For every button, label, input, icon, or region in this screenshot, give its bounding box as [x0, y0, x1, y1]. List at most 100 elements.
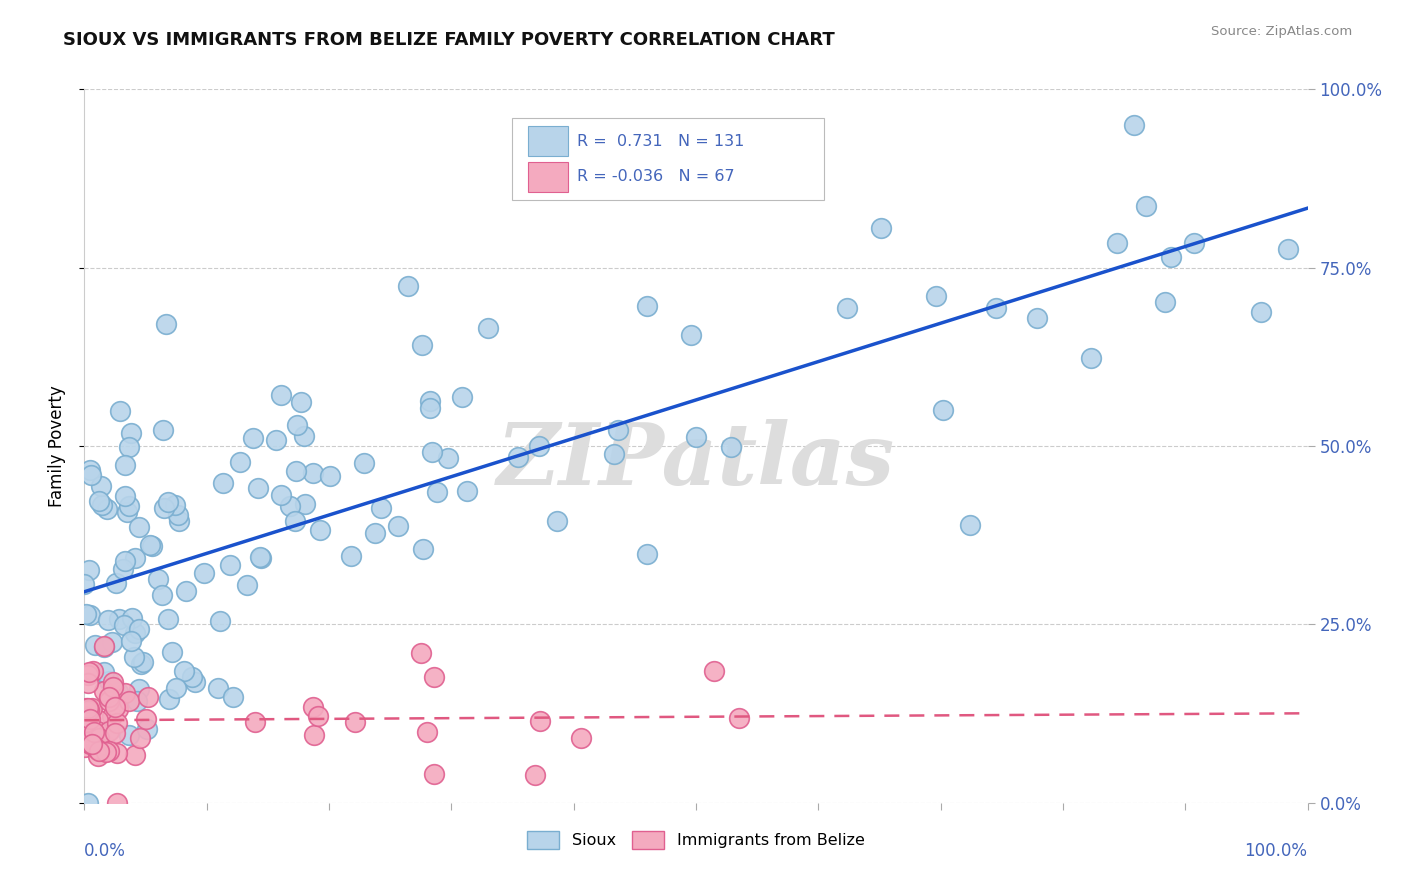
Point: [80, 701, 103, 715]
Point: [86, 724, 108, 739]
Point: [117, 728, 139, 742]
Point: [284, 514, 307, 528]
Point: [529, 714, 551, 728]
Point: [121, 611, 143, 625]
Point: [87, 494, 110, 508]
Point: [135, 723, 157, 737]
Point: [76, 676, 98, 690]
Text: R =  0.731   N = 131: R = 0.731 N = 131: [578, 134, 745, 149]
Point: [79, 463, 101, 477]
Point: [294, 429, 316, 443]
Point: [148, 572, 170, 586]
Point: [529, 439, 551, 453]
Point: [93, 639, 115, 653]
Point: [420, 445, 443, 459]
Point: [174, 584, 197, 599]
Point: [869, 221, 891, 235]
Point: [105, 746, 128, 760]
Point: [94, 739, 117, 753]
Point: [75, 714, 97, 729]
Point: [128, 682, 150, 697]
Point: [100, 709, 122, 723]
Point: [679, 327, 702, 342]
Point: [247, 481, 270, 495]
Point: [153, 501, 176, 516]
Point: [125, 694, 148, 708]
Point: [343, 715, 366, 730]
Point: [79, 703, 101, 717]
Point: [242, 431, 264, 445]
Point: [86, 742, 108, 756]
Point: [370, 500, 392, 515]
Point: [278, 499, 301, 513]
Point: [1107, 236, 1129, 251]
Point: [606, 423, 628, 437]
Point: [412, 542, 434, 557]
Point: [165, 498, 187, 512]
Point: [411, 338, 433, 352]
Point: [451, 391, 474, 405]
Point: [249, 550, 271, 565]
Point: [120, 425, 142, 440]
Point: [79, 608, 101, 623]
Point: [90, 479, 112, 493]
Point: [1135, 199, 1157, 213]
Point: [79, 738, 101, 752]
Point: [79, 563, 101, 577]
Point: [132, 655, 155, 669]
Point: [124, 748, 146, 763]
Point: [184, 675, 207, 690]
Point: [301, 467, 323, 481]
Point: [114, 458, 136, 472]
Point: [546, 515, 568, 529]
Point: [79, 665, 101, 680]
Point: [107, 611, 129, 625]
Point: [129, 657, 152, 672]
Point: [104, 726, 127, 740]
Point: [91, 498, 114, 512]
Point: [294, 497, 316, 511]
Legend: Sioux, Immigrants from Belize: Sioux, Immigrants from Belize: [520, 824, 872, 855]
Point: [249, 551, 271, 566]
Point: [157, 692, 180, 706]
Point: [152, 423, 174, 437]
Point: [508, 450, 530, 464]
Point: [925, 289, 948, 303]
Point: [112, 562, 135, 576]
Point: [87, 713, 110, 727]
Point: [156, 612, 179, 626]
Point: [160, 645, 183, 659]
Point: [105, 715, 128, 730]
Point: [120, 633, 142, 648]
Point: [75, 701, 97, 715]
Point: [157, 494, 180, 508]
Point: [304, 728, 326, 742]
Point: [984, 301, 1007, 315]
Point: [105, 796, 128, 810]
Point: [80, 703, 103, 717]
Point: [79, 719, 101, 733]
Point: [1123, 118, 1146, 132]
Point: [284, 464, 307, 478]
Point: [118, 441, 141, 455]
Point: [364, 526, 387, 541]
Point: [270, 488, 292, 502]
Point: [73, 577, 96, 591]
Point: [173, 665, 195, 679]
Text: 0.0%: 0.0%: [84, 842, 127, 860]
Point: [86, 749, 108, 764]
Point: [727, 711, 749, 725]
Point: [87, 744, 110, 758]
Point: [97, 744, 120, 758]
Point: [87, 731, 110, 746]
Point: [79, 712, 101, 726]
Point: [107, 685, 129, 699]
Point: [98, 674, 121, 689]
Point: [387, 519, 409, 533]
Point: [180, 670, 202, 684]
Point: [1154, 295, 1177, 310]
Point: [209, 614, 232, 628]
Point: [1080, 351, 1102, 365]
Point: [76, 728, 98, 742]
Point: [155, 318, 177, 332]
